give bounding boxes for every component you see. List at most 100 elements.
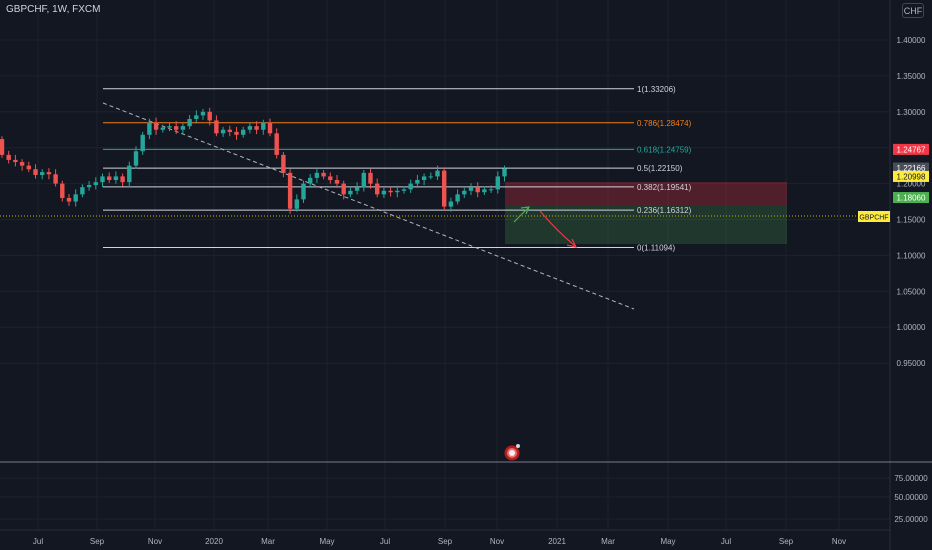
candle[interactable]	[321, 169, 326, 180]
candle[interactable]	[0, 136, 5, 158]
candle[interactable]	[274, 128, 279, 159]
candle[interactable]	[495, 171, 500, 194]
fib-retracement[interactable]: 1(1.33206) 0.786(1.28474) 0.618(1.24759) 0.…	[103, 85, 692, 253]
candle[interactable]	[254, 121, 259, 135]
candle[interactable]	[113, 171, 119, 184]
candle[interactable]	[200, 108, 206, 120]
candle[interactable]	[100, 173, 105, 188]
candle[interactable]	[133, 146, 139, 169]
candle[interactable]	[348, 186, 353, 198]
candle[interactable]	[140, 131, 145, 155]
candle[interactable]	[341, 180, 346, 200]
candle[interactable]	[381, 187, 387, 198]
candle[interactable]	[328, 172, 333, 184]
candle[interactable]	[401, 186, 407, 194]
candle[interactable]	[361, 169, 366, 192]
candle[interactable]	[488, 185, 494, 193]
price-tick-label: 1.10000	[897, 251, 926, 260]
candle[interactable]	[462, 187, 467, 198]
price-badge	[893, 162, 929, 174]
candle[interactable]	[395, 185, 400, 198]
price-badge	[893, 192, 929, 204]
candlestick-series[interactable]	[0, 107, 507, 214]
candle[interactable]	[220, 126, 226, 137]
time-axis[interactable]: Jul Sep Nov 2020 Mar May Jul Sep Nov 2021 Mar May Ju…	[33, 537, 846, 546]
candle[interactable]	[66, 194, 72, 206]
candle[interactable]	[207, 107, 212, 126]
candle[interactable]	[502, 165, 507, 182]
candle[interactable]	[160, 124, 165, 133]
candle[interactable]	[482, 186, 487, 196]
candle[interactable]	[408, 179, 413, 193]
candle[interactable]	[120, 173, 125, 187]
candle[interactable]	[40, 169, 45, 180]
current-symbol-label: GBPCHF	[858, 211, 890, 222]
candle[interactable]	[261, 119, 266, 135]
candle[interactable]	[194, 110, 199, 123]
candle[interactable]	[174, 121, 179, 135]
candle[interactable]	[60, 180, 65, 202]
price-tick-label: 1.15000	[897, 216, 926, 225]
fib-level-label: 0.786(1.28474)	[637, 119, 692, 128]
candle[interactable]	[442, 167, 447, 211]
candle[interactable]	[167, 122, 172, 132]
candle[interactable]	[147, 118, 152, 140]
candle[interactable]	[247, 122, 253, 134]
candle[interactable]	[33, 164, 38, 179]
time-tick-label: Jul	[33, 537, 43, 546]
candle[interactable]	[308, 173, 313, 188]
indicator-logo-icon[interactable]	[504, 444, 521, 461]
fib-level-label: 0.236(1.16312)	[637, 206, 692, 215]
candle[interactable]	[127, 161, 132, 188]
candle[interactable]	[6, 150, 11, 164]
candle[interactable]	[468, 183, 474, 196]
candle[interactable]	[107, 172, 112, 183]
candle[interactable]	[46, 168, 52, 180]
candle[interactable]	[375, 178, 380, 198]
currency-button[interactable]: CHF	[902, 3, 924, 18]
candle[interactable]	[86, 181, 92, 191]
candle[interactable]	[73, 189, 78, 207]
candle[interactable]	[187, 115, 192, 130]
candle[interactable]	[93, 177, 98, 190]
projection-arrow-down-icon[interactable]	[539, 210, 578, 248]
candle[interactable]	[53, 169, 58, 187]
candle[interactable]	[475, 182, 480, 198]
candle[interactable]	[294, 194, 299, 212]
candle[interactable]	[428, 172, 433, 180]
candle[interactable]	[241, 126, 246, 138]
candle[interactable]	[314, 167, 320, 183]
time-tick-label: Mar	[261, 537, 275, 546]
candle[interactable]	[214, 115, 219, 137]
candle[interactable]	[227, 125, 232, 137]
time-tick-label: Nov	[832, 537, 846, 546]
candle[interactable]	[234, 126, 239, 140]
candle[interactable]	[421, 173, 427, 186]
candle[interactable]	[301, 180, 306, 203]
candle[interactable]	[267, 118, 273, 137]
candle[interactable]	[435, 165, 440, 181]
candle[interactable]	[368, 168, 373, 189]
candle[interactable]	[153, 117, 159, 135]
candle[interactable]	[388, 186, 393, 197]
candle[interactable]	[180, 123, 186, 135]
candle[interactable]	[19, 159, 25, 171]
candle[interactable]	[448, 197, 454, 212]
symbol-title[interactable]: GBPCHF, 1W, FXCM	[6, 4, 101, 15]
candle[interactable]	[26, 161, 31, 173]
candle[interactable]	[334, 174, 340, 188]
candle[interactable]	[80, 184, 85, 198]
candle[interactable]	[287, 168, 293, 214]
candle[interactable]	[415, 174, 420, 188]
indicator-tick-label: 25.00000	[894, 515, 928, 524]
projection-arrow-up-icon[interactable]	[513, 206, 530, 223]
candle[interactable]	[281, 152, 286, 178]
indicator-axis[interactable]: 75.00000 50.00000 25.00000	[894, 474, 928, 524]
short-position-stop-zone[interactable]	[505, 182, 787, 206]
candle[interactable]	[455, 189, 460, 205]
candle[interactable]	[13, 154, 18, 167]
candle[interactable]	[354, 182, 360, 195]
downtrend-line[interactable]	[102, 102, 635, 310]
